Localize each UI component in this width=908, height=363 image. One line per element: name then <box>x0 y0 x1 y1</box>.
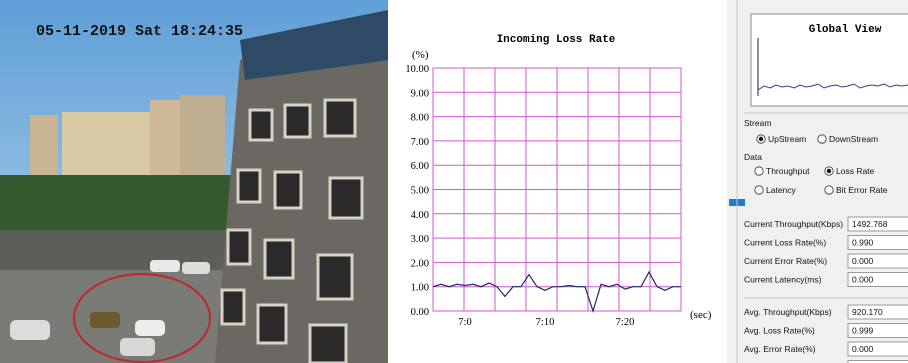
stream-label: Stream <box>744 118 771 128</box>
y-tick-label: 6.00 <box>411 161 429 172</box>
data-option: Bit Error Rate <box>836 185 888 195</box>
stream-radio[interactable] <box>818 135 826 143</box>
data-option: Throughput <box>766 166 810 176</box>
x-tick-label: 7:0 <box>458 317 471 328</box>
y-tick-label: 8.00 <box>411 113 429 124</box>
y-tick-label: 7.00 <box>411 137 429 148</box>
data-option: Latency <box>766 185 797 195</box>
field-value: 0.000 <box>852 344 874 354</box>
field-label: Current Error Rate(%) <box>744 256 827 266</box>
stream-radio-dot <box>759 137 763 141</box>
y-axis-label: (%) <box>412 49 429 61</box>
data-radio[interactable] <box>825 186 833 194</box>
y-tick-label: 3.00 <box>411 234 429 245</box>
field-label: Current Latency(ms) <box>744 275 822 285</box>
stream-option: UpStream <box>768 134 806 144</box>
camera-view: 05-11-2019 Sat 18:24:35 <box>0 0 388 363</box>
field-label: Current Throughput(Kbps) <box>744 219 843 229</box>
field-label: Current Loss Rate(%) <box>744 238 826 248</box>
x-tick-label: 7:20 <box>616 317 635 328</box>
loss-rate-chart: Incoming Loss Rate (%) (sec) 0.00 1.00 2.0… <box>405 34 711 328</box>
data-option: Loss Rate <box>836 166 875 176</box>
field-label: Avg. Error Rate(%) <box>744 344 816 354</box>
data-radio[interactable] <box>755 186 763 194</box>
field-label: Avg. Loss Rate(%) <box>744 326 815 336</box>
y-tick-label: 4.00 <box>411 210 429 221</box>
y-tick-label: 5.00 <box>411 186 429 197</box>
y-tick-label: 0.00 <box>411 307 429 318</box>
x-axis-label: (sec) <box>690 309 712 321</box>
field-value: 1492.768 <box>852 219 888 229</box>
y-tick-label: 1.00 <box>411 283 429 294</box>
data-radio[interactable] <box>755 167 763 175</box>
y-tick-label: 10.00 <box>405 64 429 75</box>
chart-title: Incoming Loss Rate <box>497 34 616 46</box>
y-tick-label: 9.00 <box>411 88 429 99</box>
field-value: 0.999 <box>852 326 874 336</box>
field-value: 920.170 <box>852 307 883 317</box>
status-panel: Global View Stream Data UpStream DownStre… <box>744 14 908 363</box>
field-value: 0.000 <box>852 256 874 266</box>
y-tick-label: 2.00 <box>411 258 429 269</box>
data-label: Data <box>744 152 762 162</box>
x-tick-label: 7:10 <box>536 317 555 328</box>
field-value: 0.000 <box>852 275 874 285</box>
screen: 05-11-2019 Sat 18:24:35 Incoming Loss Ra… <box>0 0 908 363</box>
field-label: Avg. Throughput(Kbps) <box>744 307 832 317</box>
stream-option: DownStream <box>829 134 878 144</box>
data-radio-dot <box>827 169 831 173</box>
camera-timestamp: 05-11-2019 Sat 18:24:35 <box>36 23 243 40</box>
field-value: 0.990 <box>852 238 874 248</box>
global-view-title: Global View <box>809 24 882 36</box>
